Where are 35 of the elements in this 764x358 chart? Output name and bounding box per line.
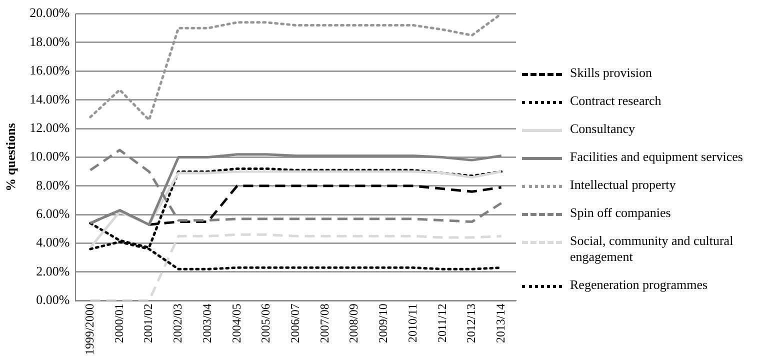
y-tick-label: 2.00% [36,263,70,278]
legend-label: Skills provision [570,65,652,81]
x-tick-label: 2013/14 [493,304,508,344]
y-tick-label: 10.00% [30,148,70,164]
y-tick-label: 14.00% [30,91,70,106]
x-tick-label: 1999/2000 [82,304,97,356]
y-tick-label: 0.00% [36,292,70,308]
legend-label: Consultancy [570,121,635,137]
x-tick-label: 2004/05 [229,304,244,344]
legend-label: Spin off companies [570,205,671,221]
x-tick-label: 2007/08 [317,304,332,344]
y-tick-label: 20.00% [30,5,70,20]
y-axis-title: % questions [3,123,18,192]
x-tick-label: 2008/09 [346,304,361,344]
legend-label: Social, community and cultural engagement [570,233,734,265]
x-tick-label: 2003/04 [200,304,214,344]
x-tick-label: 2010/11 [405,304,420,343]
y-tick-label: 12.00% [30,120,70,135]
y-tick-label: 4.00% [36,234,70,250]
x-tick-label: 2000/01 [112,304,126,344]
y-tick-label: 8.00% [36,177,70,192]
legend-label: Contract research [570,93,662,109]
x-tick-label: 2009/10 [376,304,390,344]
x-tick-label: 2012/13 [464,304,478,344]
x-tick-label: 2006/07 [288,304,302,344]
legend-label: Intellectual property [570,177,676,193]
y-tick-label: 6.00% [36,206,70,222]
legend-label: Regeneration programmes [570,277,708,293]
x-tick-label: 2011/12 [434,304,449,343]
legend-label: Facilities and equipment services [570,149,743,165]
y-tick-label: 16.00% [30,62,70,78]
x-tick-label: 2002/03 [170,304,185,344]
x-tick-label: 2001/02 [141,304,156,344]
x-tick-label: 2005/06 [258,304,273,344]
y-tick-label: 18.00% [30,34,70,49]
